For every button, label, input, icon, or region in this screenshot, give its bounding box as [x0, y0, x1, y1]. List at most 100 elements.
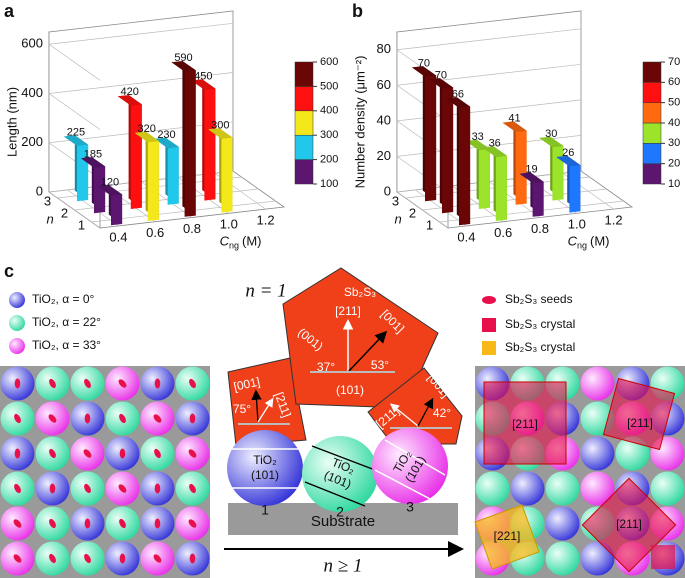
- x-tick-label: 0.6: [494, 225, 512, 240]
- bar-value-label: 36: [489, 138, 501, 150]
- colorbar-tick-label: 70: [668, 56, 680, 68]
- substrate-label: Substrate: [311, 513, 375, 530]
- bar-top: [191, 79, 216, 90]
- seed: [14, 448, 21, 459]
- colorbar-segment: [642, 163, 662, 185]
- x-axis-label: Cng (M): [220, 234, 262, 251]
- seed: [48, 414, 57, 423]
- seed: [189, 553, 196, 564]
- grain: [475, 471, 510, 506]
- bar-top: [171, 61, 196, 72]
- grain-number: 1: [261, 502, 269, 518]
- seed: [154, 518, 161, 529]
- grain: [650, 471, 685, 506]
- colorbar-tick-label: 500: [320, 80, 338, 92]
- n-tick-label: 1: [426, 217, 433, 232]
- grain: [302, 436, 378, 512]
- bar: [130, 104, 142, 209]
- plane-line: [304, 481, 366, 507]
- seed: [13, 519, 22, 528]
- x-tick-label: 0.8: [531, 221, 549, 236]
- n-tick-label: 2: [409, 205, 416, 220]
- arrow: [257, 397, 274, 423]
- bar-top: [97, 185, 123, 196]
- bar: [221, 137, 233, 213]
- x-label-symbol: C: [568, 234, 578, 249]
- seed: [119, 448, 126, 459]
- legend-label: TiO₂, α = 33°: [32, 338, 101, 352]
- seed: [14, 378, 21, 389]
- bar-value-label: 33: [472, 131, 484, 143]
- colorbar-tick-label: 40: [668, 117, 680, 129]
- x-axis-label: Cng (M): [568, 234, 610, 251]
- bar: [425, 75, 437, 202]
- seed: [84, 378, 91, 389]
- bar-top: [556, 155, 581, 167]
- n-axis-label: n: [395, 211, 402, 226]
- grain: [545, 541, 580, 576]
- colorbar-segment: [294, 61, 314, 87]
- seed: [49, 448, 56, 459]
- y-tick-label: 40: [377, 112, 391, 127]
- legend-marker: [482, 318, 496, 332]
- seed: [188, 449, 197, 458]
- seed: [84, 413, 91, 424]
- grain-number: 3: [406, 499, 414, 515]
- seed: [154, 483, 161, 494]
- colorbar-segment: [294, 86, 314, 112]
- colorbar-tick-label: 300: [320, 129, 338, 141]
- grain-label: TiO₂: [253, 453, 277, 467]
- crystal-name: Sb₂S₃: [344, 285, 376, 299]
- panel-label: a: [4, 1, 15, 21]
- bar-top: [519, 172, 544, 183]
- bar-value-label: 70: [418, 57, 430, 69]
- arrow: [251, 389, 262, 423]
- seed: [189, 413, 196, 424]
- angle-label: 53°: [371, 358, 389, 372]
- x-tick-label: 1.0: [568, 217, 586, 232]
- seed: [118, 484, 127, 493]
- n-axis-label: n: [47, 211, 54, 226]
- grain-plane: (101): [251, 468, 279, 482]
- bar: [495, 155, 507, 221]
- legend-label: TiO₂, α = 22°: [32, 315, 101, 329]
- seed: [49, 483, 56, 494]
- bar-value-label: 41: [508, 113, 520, 125]
- seed: [14, 483, 21, 494]
- plane-line: [384, 439, 446, 476]
- arrow: [347, 330, 388, 373]
- grid-line: [48, 22, 234, 81]
- colorbar-tick-label: 600: [320, 56, 338, 68]
- colorbar-tick-label: 20: [668, 158, 680, 170]
- bar: [569, 165, 581, 213]
- bar-top: [502, 121, 527, 132]
- direction-label: [221]: [494, 529, 521, 543]
- colorbar-segment: [294, 134, 314, 160]
- x-label-symbol: C: [220, 234, 230, 249]
- bar-value-label: 120: [101, 176, 119, 188]
- y-tick-label: 600: [21, 36, 43, 51]
- seed: [118, 379, 127, 388]
- bar-top: [117, 95, 142, 106]
- legend-label: Sb₂S₃ crystal: [505, 317, 575, 331]
- seed: [189, 483, 196, 494]
- seed: [49, 518, 56, 529]
- legend-label: Sb₂S₃ seeds: [505, 292, 573, 306]
- colorbar-tick-label: 100: [320, 178, 338, 190]
- panel-label: b: [352, 1, 363, 21]
- bar: [204, 88, 216, 201]
- colorbar-tick-label: 50: [668, 97, 680, 109]
- grain: [510, 471, 545, 506]
- colorbar-segment: [642, 82, 662, 103]
- bar-value-label: 230: [157, 129, 175, 141]
- panel-label: c: [4, 261, 14, 281]
- seed: [119, 413, 126, 424]
- n-tick-label: 3: [44, 193, 51, 208]
- legend-label: Sb₂S₃ crystal: [505, 340, 575, 354]
- seed: [154, 378, 161, 389]
- bar-value-label: 26: [562, 147, 574, 159]
- direction-label: [211]: [512, 417, 538, 431]
- bar-top: [134, 131, 159, 143]
- chart: 0 200 400 600 0.4 0.6 0.8 1.0 1.2 123 n Cng (M) Lengt…: [4, 1, 338, 251]
- bar-top: [539, 136, 564, 148]
